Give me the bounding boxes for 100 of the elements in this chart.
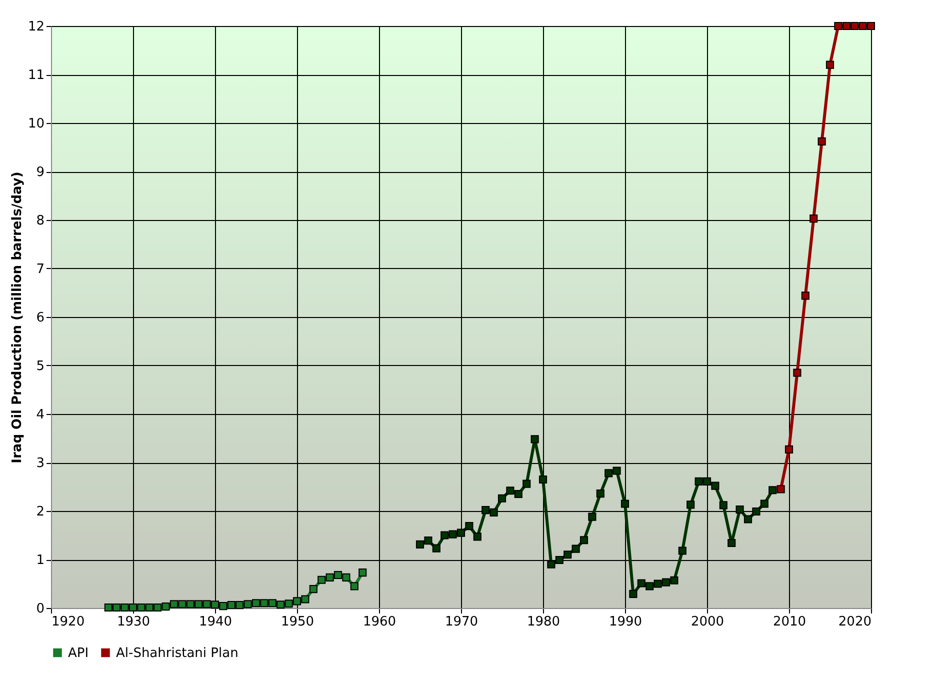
point (776, 485, 785, 494)
point (760, 500, 768, 508)
point (596, 490, 604, 498)
point (342, 573, 350, 582)
point (456, 528, 466, 537)
point (810, 214, 818, 223)
point (276, 600, 285, 609)
y-tick-label: 3 (36, 456, 44, 471)
point (104, 603, 112, 612)
point (326, 573, 334, 582)
point (842, 22, 850, 30)
point (744, 515, 752, 524)
x-tick-label: 1950 (280, 614, 314, 630)
point (473, 532, 482, 541)
point (170, 600, 178, 608)
point (678, 546, 686, 555)
point (301, 595, 310, 604)
y-tick-label: 1 (36, 553, 44, 568)
point (210, 600, 220, 609)
y-tick-label: 2 (36, 504, 44, 520)
point (637, 579, 646, 588)
point (646, 582, 654, 590)
point (186, 600, 194, 608)
point (793, 368, 802, 377)
point (702, 477, 712, 486)
point (465, 522, 474, 530)
x-tick-label: 1970 (444, 614, 478, 630)
point (818, 137, 826, 146)
point (629, 590, 638, 598)
point (694, 477, 703, 486)
y-tick-label: 6 (36, 310, 44, 326)
point (416, 540, 424, 548)
point (162, 602, 170, 611)
point (244, 600, 252, 608)
point (752, 507, 760, 516)
point (612, 466, 621, 475)
point (850, 22, 859, 30)
y-tick-label: 0 (36, 602, 44, 616)
point (194, 600, 203, 608)
x-tick-label: 1920 (52, 614, 85, 630)
y-tick-label: 5 (36, 359, 44, 374)
x-tick-label: 2000 (690, 614, 724, 630)
point (309, 585, 318, 594)
point (424, 536, 432, 545)
x-tick-label: 1960 (362, 614, 396, 630)
point (112, 603, 121, 612)
point (178, 600, 186, 608)
point (538, 475, 548, 484)
point (506, 486, 514, 495)
x-tick-label: 1990 (608, 614, 642, 630)
point (137, 603, 146, 612)
y-tick-label: 10 (28, 116, 44, 132)
point (834, 22, 842, 30)
point (490, 508, 498, 516)
point (252, 599, 260, 608)
point (448, 530, 457, 538)
x-tick-label: 2020 (838, 614, 872, 630)
point (236, 601, 244, 610)
x-tick-label: 2010 (772, 614, 806, 630)
point (620, 500, 630, 508)
point (588, 512, 596, 521)
point (768, 486, 777, 494)
point (120, 603, 129, 612)
point (858, 22, 867, 30)
x-tick-label: 1980 (526, 614, 560, 630)
point (686, 500, 695, 509)
y-tick-label: 9 (36, 165, 44, 180)
point (432, 544, 440, 552)
point (866, 22, 876, 30)
point (292, 597, 302, 606)
x-tick-label: 1930 (116, 614, 150, 630)
point (154, 603, 162, 612)
point (334, 570, 342, 580)
y-tick-label: 8 (36, 214, 44, 228)
point (662, 578, 670, 586)
point (564, 550, 572, 559)
point (350, 582, 358, 590)
point (514, 490, 522, 498)
y-tick-label: 4 (36, 408, 44, 422)
y-tick-label: 11 (28, 68, 44, 83)
x-tick-label: 1940 (198, 614, 232, 630)
point (784, 445, 794, 454)
y-tick-label: 12 (28, 20, 44, 34)
point (268, 599, 276, 608)
point (719, 501, 728, 510)
point (654, 580, 662, 588)
point (555, 556, 564, 564)
legend-label: Al-Shahristani Plan (116, 646, 238, 661)
point (736, 506, 744, 514)
point (498, 494, 506, 502)
point (440, 531, 449, 540)
point (482, 506, 490, 514)
point (358, 568, 367, 577)
point (728, 538, 736, 548)
point (145, 603, 154, 612)
point (580, 536, 588, 544)
y-axis-title: Iraq Oil Production (million barrels/day) (10, 172, 25, 464)
point (711, 482, 720, 490)
point (801, 292, 810, 300)
legend-label: API (68, 646, 89, 661)
